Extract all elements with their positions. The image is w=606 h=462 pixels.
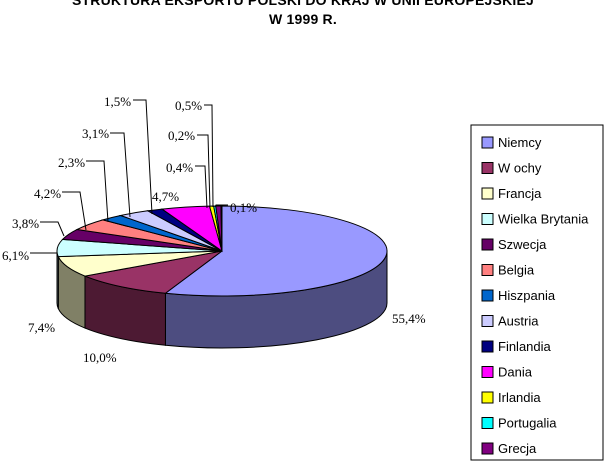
legend-swatch <box>481 340 494 353</box>
leader-line <box>86 160 109 223</box>
leader-line <box>195 165 208 209</box>
legend-label: Hiszpania <box>498 288 556 303</box>
data-label-irlandia: 0,4% <box>166 160 193 175</box>
legend-item-wielka-brytania: Wielka Brytania <box>481 212 589 227</box>
legend-swatch <box>481 417 494 429</box>
leader-line <box>40 221 65 237</box>
legend-swatch <box>481 238 494 251</box>
data-label-luksemburg: 0,1% <box>230 200 257 215</box>
legend-swatch <box>481 315 494 327</box>
legend-swatch <box>481 442 494 455</box>
pie-slice-luksemburg <box>220 205 223 252</box>
data-label-szwecja: 3,8% <box>12 216 39 231</box>
chart-title-line-2: W 1999 R. <box>269 11 337 27</box>
legend-label: Dania <box>498 365 533 380</box>
data-label-niemcy: 55,4% <box>392 311 426 326</box>
leader-line <box>110 132 131 218</box>
legend: Niemcy W ochy Francja Wielka Brytania Szwecj… <box>470 124 604 461</box>
chart-title-line-1: STRUKTURA EKSPORTU POLSKI DO KRAJ W UNII… <box>71 0 535 8</box>
leader-line <box>133 99 153 215</box>
data-label-grecja: 0,5% <box>175 98 202 113</box>
legend-label: Portugalia <box>498 416 557 431</box>
legend-swatch <box>481 391 494 404</box>
legend-label: Francja <box>498 186 542 201</box>
leader-line <box>204 104 214 208</box>
legend-item-austria: Austria <box>481 314 539 329</box>
legend-swatch <box>481 213 494 225</box>
legend-item-finlandia: Finlandia <box>481 339 552 354</box>
leader-line <box>197 134 211 209</box>
legend-swatch <box>481 264 494 276</box>
legend-item-hiszpania: Hiszpania <box>481 288 556 303</box>
legend-item-portugalia: Portugalia <box>481 416 557 431</box>
pie-slices <box>56 205 388 297</box>
pie-slice-niemcy <box>164 205 388 297</box>
legend-item-francja: Francja <box>481 186 542 201</box>
legend-item-niemcy: Niemcy <box>481 135 542 150</box>
data-label-portugalia: 0,2% <box>168 128 195 143</box>
data-label-belgia: 4,2% <box>34 186 61 201</box>
data-label-w-ochy: 10,0% <box>83 350 117 365</box>
data-labels: 55,4% 10,0% 7,4% 6,1% 3,8% 4,2% 2,3% 3,1% 1,5% 4,… <box>2 94 426 365</box>
legend-label: W ochy <box>498 161 542 176</box>
legend-item-irlandia: Irlandia <box>481 390 541 405</box>
pie-side-wielka-brytania <box>56 250 59 309</box>
legend-item-w-ochy: W ochy <box>481 161 542 176</box>
legend-label: Niemcy <box>498 135 542 150</box>
data-label-austria: 3,1% <box>82 126 109 141</box>
legend-label: Grecja <box>498 441 537 456</box>
legend-label: Szwecja <box>498 237 547 252</box>
legend-item-grecja: Grecja <box>481 441 537 456</box>
legend-label: Belgia <box>498 263 535 278</box>
legend-item-szwecja: Szwecja <box>481 237 547 252</box>
pie-slice-w-ochy <box>83 250 223 294</box>
legend-swatch <box>481 136 494 149</box>
legend-item-dania: Dania <box>481 365 533 380</box>
legend-swatch <box>481 366 494 378</box>
legend-swatch <box>481 162 494 174</box>
legend-label: Austria <box>498 314 539 329</box>
leader-line <box>62 191 87 231</box>
legend-label: Wielka Brytania <box>498 212 589 227</box>
legend-item-belgia: Belgia <box>481 263 535 278</box>
data-label-dania: 4,7% <box>152 189 179 204</box>
legend-label: Finlandia <box>498 339 552 354</box>
data-label-finlandia: 1,5% <box>104 94 131 109</box>
data-label-wielka-brytania: 6,1% <box>2 248 29 263</box>
data-label-francja: 7,4% <box>28 320 55 335</box>
legend-swatch <box>481 187 494 200</box>
leader-line <box>214 204 228 208</box>
data-label-hiszpania: 2,3% <box>58 155 85 170</box>
legend-swatch <box>481 289 494 302</box>
legend-label: Irlandia <box>498 390 541 405</box>
